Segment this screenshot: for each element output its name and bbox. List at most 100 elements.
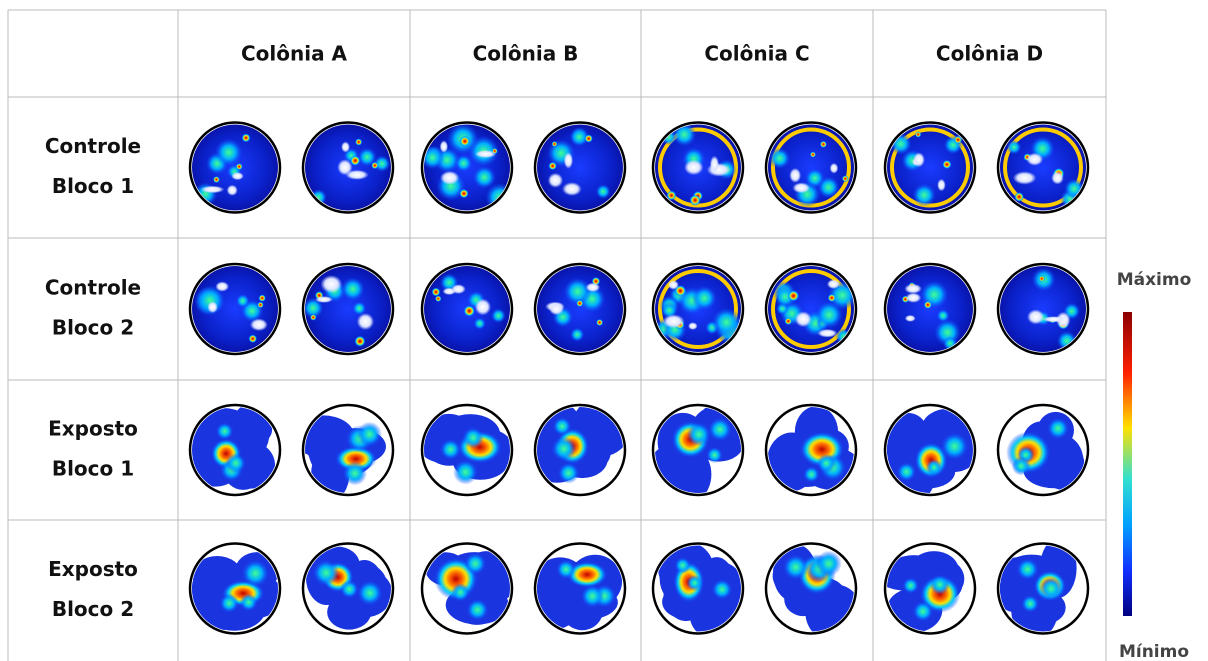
- pale-spot: [562, 182, 581, 196]
- heatmap-fill: [996, 121, 1090, 215]
- heatmap-fill: [188, 121, 282, 215]
- spot: [473, 166, 496, 189]
- heatmap-fill: [876, 403, 982, 502]
- pale-spot: [451, 284, 466, 294]
- heatmap-fill: [301, 262, 395, 356]
- heatmap: [292, 403, 395, 501]
- heatmap-bg: [996, 121, 1090, 215]
- figure: Máximo Mínimo Colônia AColônia BColônia …: [0, 0, 1208, 661]
- pale-spot: [905, 315, 916, 322]
- hot-spot: [942, 160, 951, 169]
- spot: [341, 277, 365, 301]
- spot: [556, 560, 575, 579]
- heatmap-fill: [533, 121, 627, 215]
- heatmap: [183, 403, 282, 497]
- spot: [343, 461, 367, 485]
- hot-spot: [689, 195, 700, 206]
- spot: [708, 418, 732, 442]
- spot: [491, 308, 506, 323]
- spot: [464, 553, 486, 575]
- pale-spot: [549, 303, 564, 316]
- spot: [1007, 140, 1022, 155]
- heatmap: [883, 121, 977, 215]
- spot: [1047, 418, 1069, 440]
- spot: [236, 294, 250, 308]
- pale-spot: [207, 301, 218, 313]
- heatmap: [180, 542, 282, 636]
- hot-spot: [431, 287, 440, 296]
- heatmap: [648, 402, 746, 504]
- pale-spot: [668, 280, 679, 290]
- pale-spot: [792, 183, 810, 194]
- colorbar-min: Mínimo: [1119, 642, 1189, 661]
- pale-spot: [201, 186, 225, 193]
- spot: [340, 580, 358, 598]
- spot: [216, 422, 233, 439]
- hot-spot: [371, 162, 378, 169]
- pale-spot: [688, 322, 698, 330]
- spot: [558, 462, 579, 483]
- hot-spot: [954, 136, 962, 144]
- row-label: Bloco 1: [52, 174, 134, 198]
- heatmap: [764, 542, 862, 642]
- spot: [674, 557, 690, 573]
- spot: [672, 123, 696, 147]
- hot-spot: [828, 294, 836, 302]
- heatmap-fill: [651, 262, 746, 356]
- hot-spot: [810, 151, 816, 157]
- spot: [783, 555, 808, 580]
- pale-spot: [904, 284, 921, 294]
- hot-spot: [842, 175, 849, 182]
- pale-spot: [1026, 153, 1043, 166]
- heatmap: [876, 542, 977, 636]
- heatmap: [764, 403, 862, 497]
- hot-spot: [1038, 275, 1045, 282]
- hot-spot: [310, 314, 317, 321]
- spot: [816, 551, 842, 577]
- row-label: Controle: [45, 134, 141, 158]
- heatmap: [420, 262, 514, 356]
- heatmap-fill: [996, 403, 1090, 497]
- spot: [769, 148, 790, 169]
- spot: [930, 575, 950, 595]
- pale-spot: [789, 168, 801, 183]
- spot: [926, 459, 942, 475]
- spot: [226, 453, 246, 473]
- heatmap-fill: [883, 121, 977, 215]
- colorbar: [1123, 312, 1132, 616]
- pale-spot: [827, 279, 840, 289]
- heatmap-fill: [883, 262, 977, 356]
- hot-spot: [552, 141, 558, 147]
- spot: [553, 417, 572, 436]
- pale-spot: [337, 159, 352, 175]
- heatmap: [876, 403, 982, 502]
- pale-spot: [215, 281, 229, 291]
- heatmap-bg: [883, 262, 977, 356]
- spot: [1039, 577, 1062, 600]
- heatmap: [996, 262, 1090, 356]
- hot-spot: [258, 294, 265, 301]
- heatmap-fill: [764, 121, 858, 215]
- hot-spot: [248, 334, 257, 343]
- hot-spot: [459, 136, 470, 147]
- heatmap: [420, 121, 514, 215]
- hot-spot: [784, 317, 792, 325]
- heatmap: [883, 262, 977, 356]
- heatmap-fill: [764, 262, 858, 356]
- pale-spot: [357, 313, 374, 330]
- spot: [913, 183, 936, 206]
- spot: [687, 422, 711, 446]
- pale-spot: [795, 311, 812, 327]
- hot-spot: [924, 301, 932, 309]
- hot-spot: [236, 163, 243, 170]
- hot-spot: [355, 138, 362, 145]
- hot-spot: [548, 162, 556, 170]
- pale-spot: [440, 140, 448, 152]
- column-header: Colônia D: [936, 42, 1043, 66]
- row-label: Bloco 2: [52, 597, 134, 621]
- heatmap: [651, 121, 745, 215]
- pale-spot: [315, 296, 333, 303]
- pale-spot: [905, 293, 921, 303]
- heatmap-fill: [188, 262, 282, 356]
- spot: [1021, 595, 1039, 613]
